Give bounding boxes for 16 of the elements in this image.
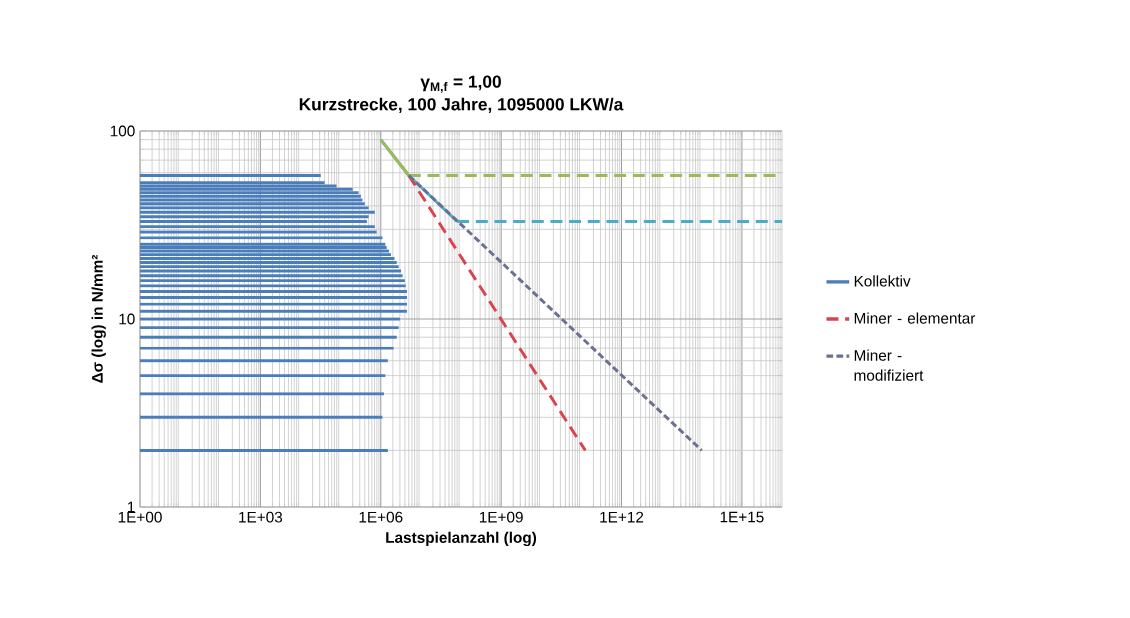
y-tick-label: 1 <box>127 501 135 513</box>
x-axis-title: Lastspielanzahl (log) <box>386 531 537 547</box>
y-axis-title: Δσ (log) in N/mm² <box>91 254 106 383</box>
legend-label: Miner - modifiziert <box>854 349 924 381</box>
legend-label: Miner - elementar <box>854 312 976 324</box>
x-tick-label: 1E+09 <box>479 511 523 523</box>
x-tick-label: 1E+12 <box>600 511 644 523</box>
x-tick-label: 1E+00 <box>118 511 162 523</box>
y-tick-label: 100 <box>110 125 135 137</box>
y-tick-label: 10 <box>119 313 135 325</box>
legend-label: Kollektiv <box>854 275 911 287</box>
x-tick-label: 1E+15 <box>720 511 764 523</box>
chart-subtitle: Kurzstrecke, 100 Jahre, 1095000 LKW/a <box>299 97 624 113</box>
chart-title: γ$_{M,f}$ = 1,00 <box>420 75 501 93</box>
x-tick-label: 1E+06 <box>359 511 403 523</box>
x-tick-label: 1E+03 <box>239 511 283 523</box>
